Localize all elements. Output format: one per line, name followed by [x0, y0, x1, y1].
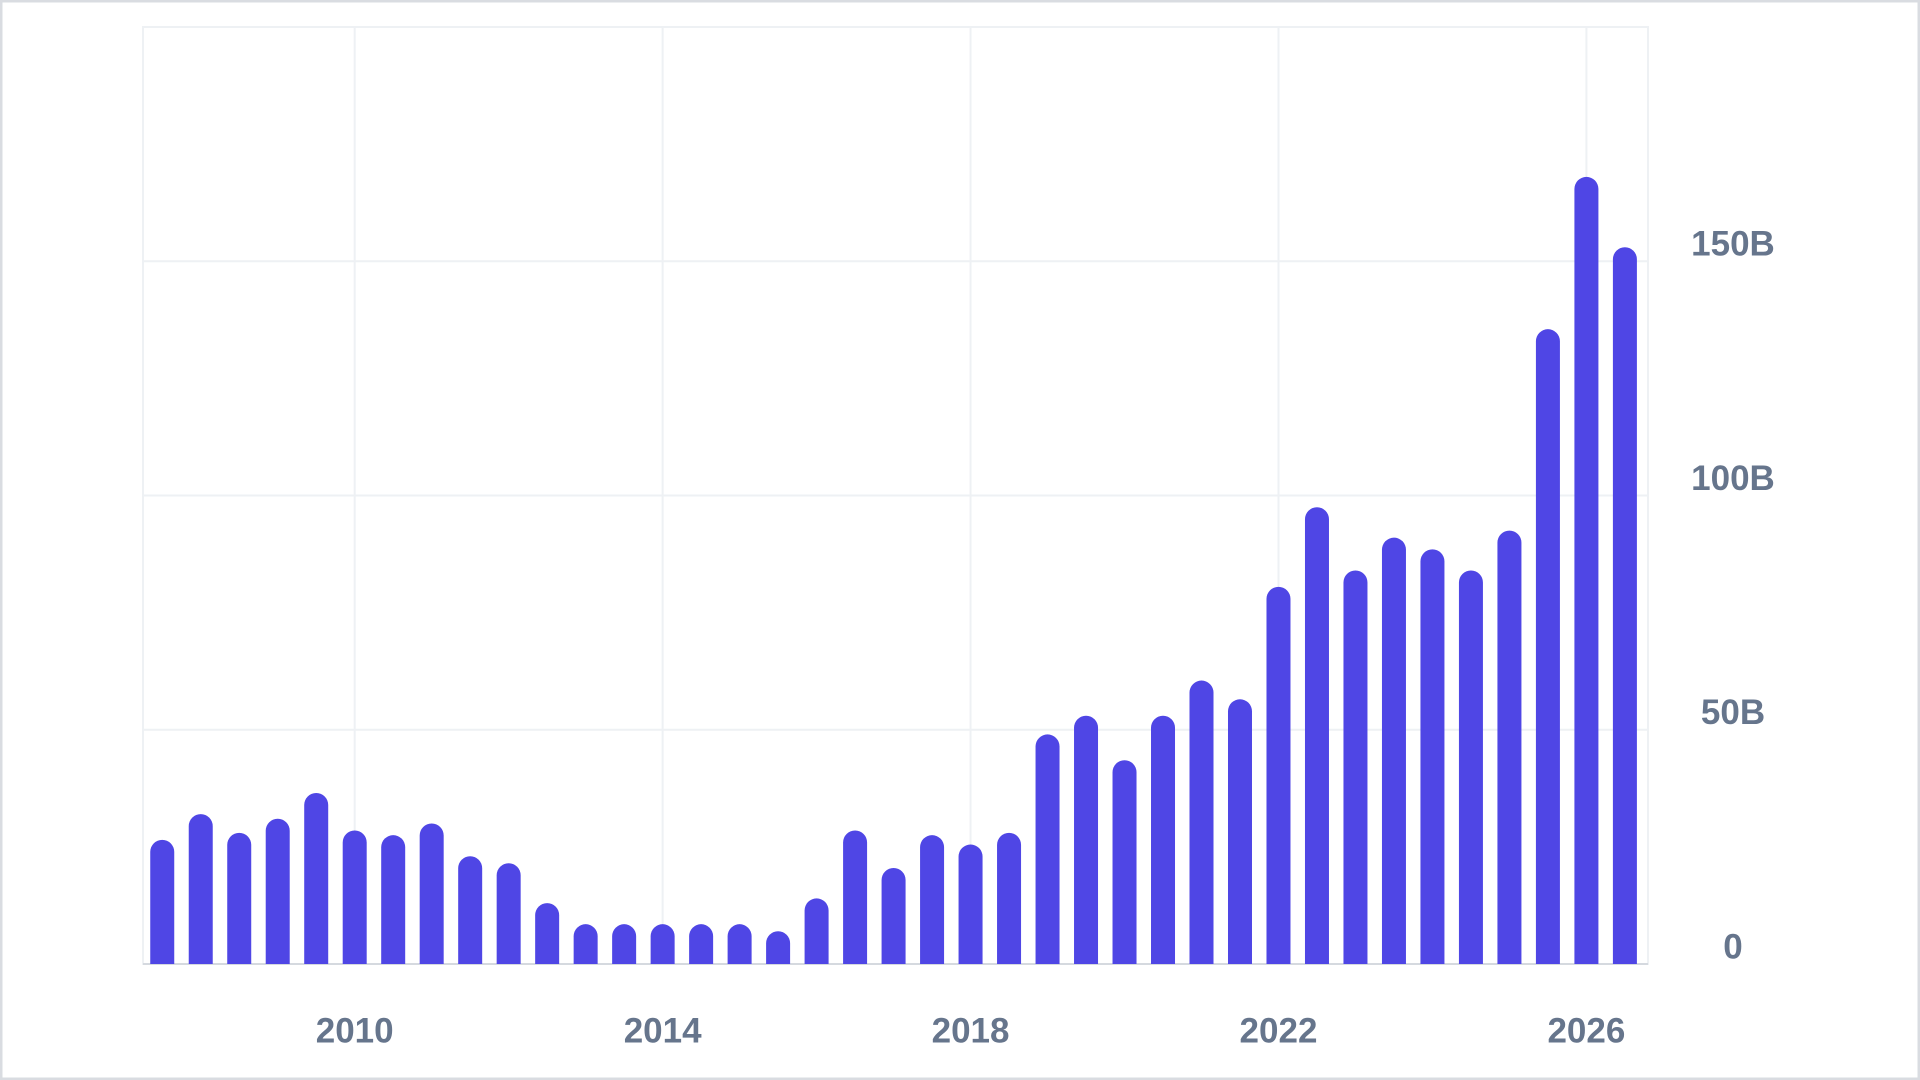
- bar: [1381, 537, 1406, 964]
- x-tick-label: 2026: [1547, 1011, 1625, 1050]
- bar: [689, 924, 714, 964]
- bar: [843, 830, 868, 964]
- x-tick-label: 2010: [316, 1011, 394, 1050]
- bar: [535, 903, 560, 964]
- bar: [650, 924, 675, 964]
- bar: [342, 830, 367, 964]
- bar: [804, 898, 829, 964]
- bar: [1266, 586, 1291, 964]
- y-tick-label: 150B: [1691, 225, 1775, 264]
- bar: [1227, 699, 1252, 964]
- bar: [1535, 329, 1560, 964]
- bar: [227, 832, 252, 964]
- y-tick-label: 50B: [1701, 693, 1765, 732]
- bar: [958, 844, 983, 964]
- bar: [304, 792, 329, 964]
- bar: [727, 924, 752, 964]
- bar: [1458, 570, 1483, 964]
- bar: [573, 924, 598, 964]
- y-tick-label: 100B: [1691, 459, 1775, 498]
- bar: [1074, 715, 1099, 964]
- bar: [150, 839, 175, 964]
- bar: [419, 823, 444, 964]
- x-tick-label: 2018: [932, 1011, 1010, 1050]
- bar: [1189, 680, 1214, 964]
- bar: [612, 924, 637, 964]
- bar: [1112, 760, 1137, 964]
- bar: [1304, 507, 1329, 964]
- bar: [766, 931, 791, 964]
- bar: [458, 856, 483, 964]
- bar: [881, 867, 906, 964]
- x-tick-label: 2014: [624, 1011, 702, 1050]
- y-tick-label: 0: [1723, 927, 1742, 966]
- x-tick-label: 2022: [1240, 1011, 1318, 1050]
- bar: [188, 814, 213, 964]
- bar: [920, 835, 945, 964]
- bar: [1574, 176, 1599, 965]
- bar: [997, 832, 1022, 964]
- bar: [496, 863, 521, 964]
- bar: [1151, 715, 1176, 964]
- bar: [1497, 530, 1522, 964]
- bar: [1420, 549, 1445, 964]
- bar: [381, 835, 406, 964]
- bar: [265, 818, 290, 964]
- bar: [1035, 734, 1060, 964]
- bar: [1343, 570, 1368, 964]
- bar: [1612, 247, 1637, 964]
